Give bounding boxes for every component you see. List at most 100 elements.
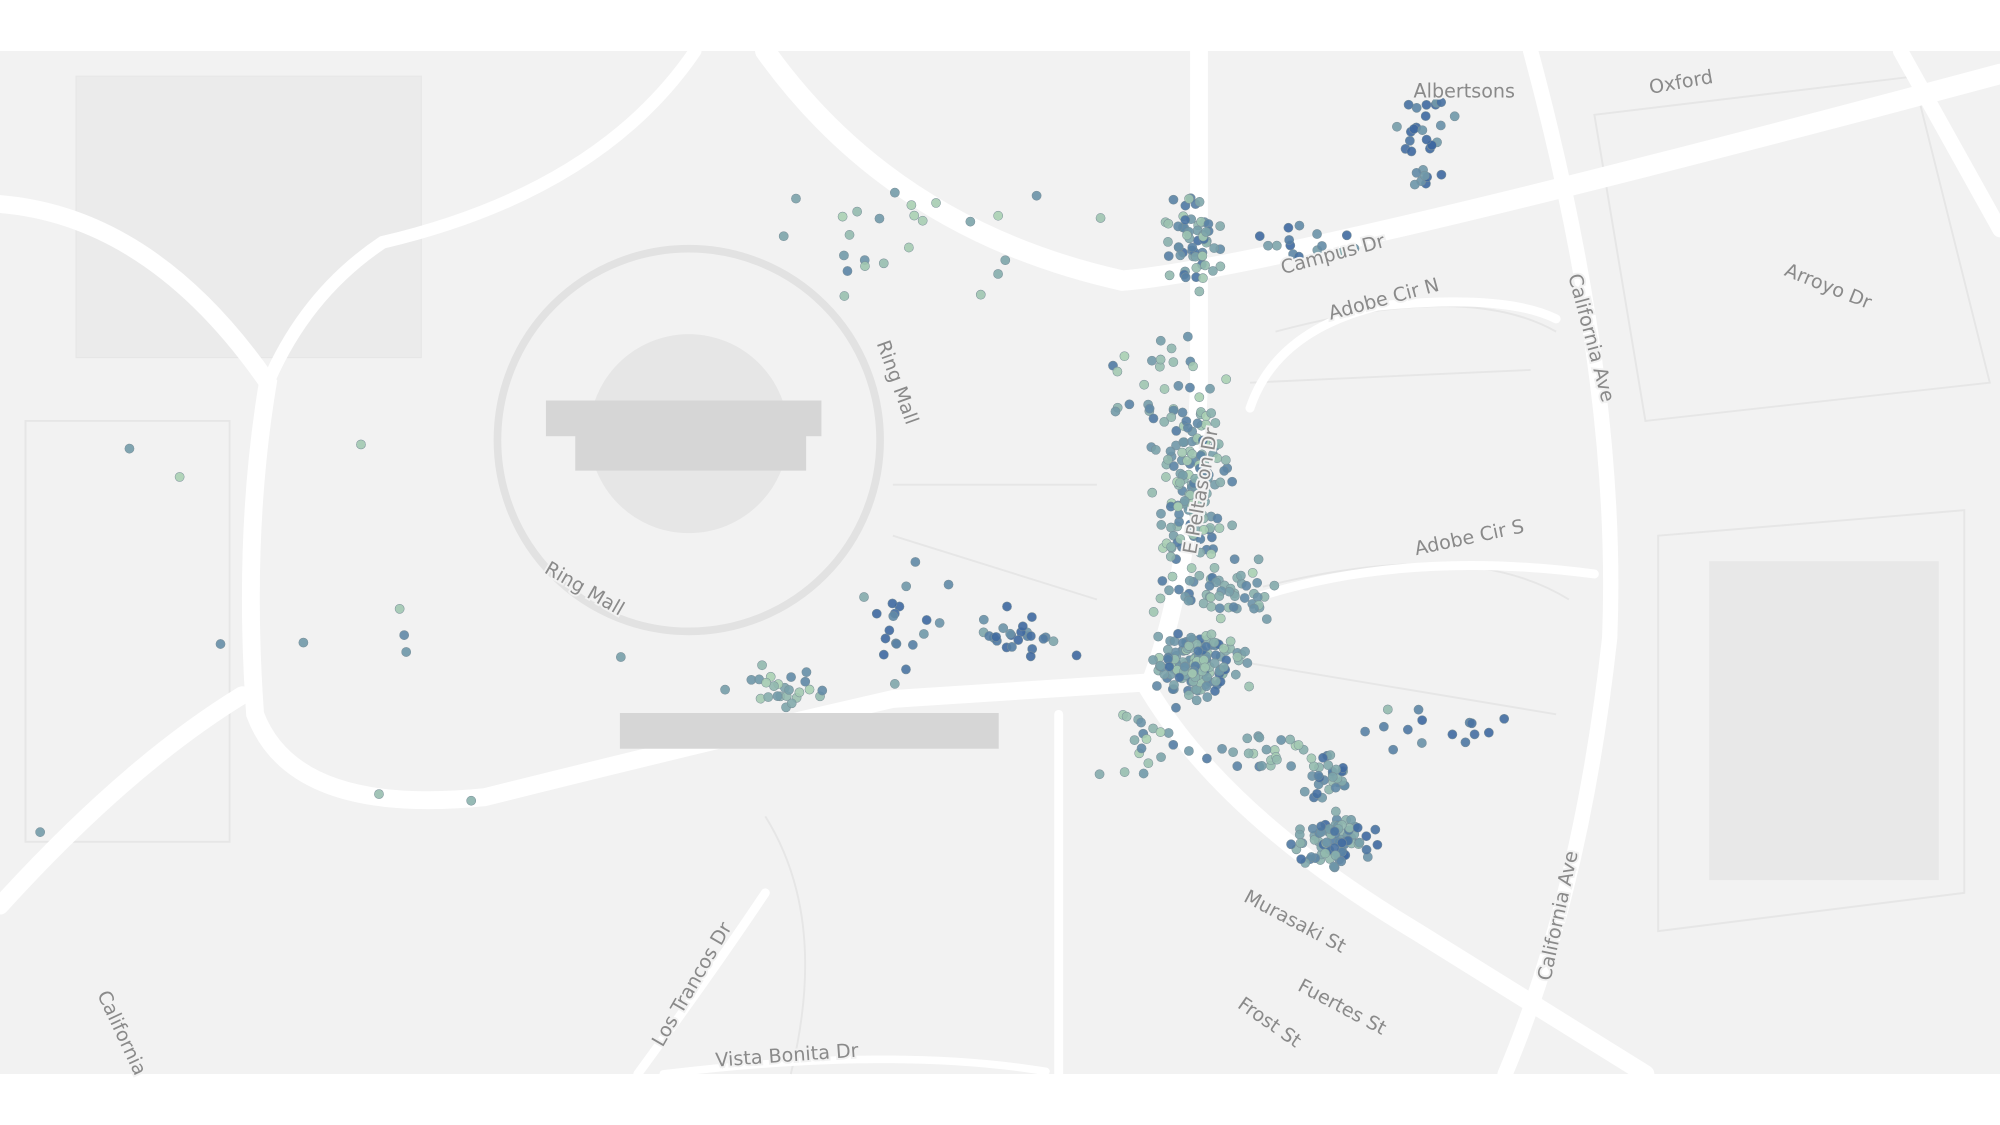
data-point (1210, 418, 1221, 428)
data-point (904, 242, 914, 253)
data-points (35, 97, 1510, 873)
data-point (1321, 837, 1332, 848)
data-point (1406, 146, 1417, 157)
data-point (1174, 672, 1185, 683)
data-point (1202, 692, 1213, 702)
data-point (800, 676, 811, 687)
data-point (1165, 446, 1176, 457)
data-point (874, 213, 885, 224)
data-point (1261, 744, 1272, 755)
data-point (1206, 408, 1217, 418)
data-point (1194, 286, 1205, 297)
data-point (1263, 240, 1273, 251)
data-point (1236, 570, 1246, 581)
data-point (908, 640, 918, 650)
data-point (1195, 547, 1206, 558)
data-point (1168, 194, 1179, 205)
data-point (1269, 580, 1280, 591)
data-point (1147, 355, 1157, 366)
data-point (1296, 854, 1307, 865)
data-point (1227, 520, 1237, 531)
data-point (1198, 491, 1209, 502)
data-point (1186, 563, 1197, 573)
data-point (852, 206, 862, 217)
data-point (1148, 607, 1159, 617)
data-point (1436, 169, 1447, 180)
data-point (1215, 261, 1226, 272)
data-point (1214, 591, 1225, 601)
data-point (889, 679, 900, 689)
data-point (1166, 522, 1176, 533)
data-point (356, 439, 366, 450)
data-point (1420, 111, 1431, 121)
data-point (1405, 135, 1415, 146)
data-point (1372, 839, 1383, 850)
redaction (619, 713, 999, 749)
data-point (1139, 379, 1150, 390)
data-point (1243, 748, 1254, 759)
data-point (1201, 641, 1212, 652)
data-point (1168, 739, 1179, 750)
data-point (1031, 190, 1042, 201)
data-point (1173, 501, 1183, 512)
data-point (1346, 815, 1357, 825)
data-point (1341, 230, 1352, 241)
data-point (1294, 251, 1304, 262)
data-point (1254, 732, 1265, 743)
data-point (1249, 603, 1259, 614)
data-point (1201, 227, 1211, 237)
data-point (1166, 542, 1176, 552)
data-point (298, 637, 309, 648)
data-point (1214, 523, 1225, 534)
data-point (1330, 806, 1341, 817)
data-point (859, 592, 869, 602)
data-point (1189, 503, 1200, 514)
data-point (1320, 848, 1330, 859)
data-point (890, 187, 900, 198)
data-point (1382, 704, 1393, 715)
data-point (1449, 111, 1460, 122)
data-point (1388, 744, 1399, 755)
data-point (1417, 738, 1427, 748)
data-point (1208, 266, 1218, 276)
ring-mall (493, 244, 884, 636)
data-point (1166, 343, 1177, 354)
data-point (1271, 240, 1282, 251)
data-point (1180, 215, 1191, 225)
data-point (801, 667, 812, 677)
data-point (1205, 383, 1215, 394)
data-point (1173, 381, 1184, 391)
data-point (965, 216, 976, 227)
data-point (1184, 640, 1194, 651)
data-point (1215, 477, 1226, 488)
minor-streets (24, 75, 1991, 1075)
data-point (1211, 676, 1221, 687)
data-point (1232, 652, 1243, 662)
data-point (1157, 576, 1168, 586)
data-point (1182, 422, 1193, 433)
data-point (1294, 829, 1305, 840)
data-point (1417, 125, 1428, 136)
data-point (1184, 193, 1194, 204)
data-point (1194, 392, 1205, 403)
data-point (1007, 642, 1017, 652)
building (1709, 561, 1939, 881)
data-point (1411, 167, 1422, 178)
data-point (1306, 753, 1317, 764)
data-point (1013, 635, 1024, 645)
data-point (1182, 455, 1193, 466)
data-point (1200, 260, 1210, 271)
data-point (1209, 563, 1220, 573)
data-point (1156, 752, 1166, 763)
data-point (1143, 758, 1154, 769)
data-point (1005, 628, 1016, 639)
data-point (1435, 120, 1446, 131)
data-point (763, 692, 774, 702)
data-point (844, 230, 855, 240)
data-point (1272, 754, 1282, 765)
data-point (1197, 435, 1208, 446)
data-point (1198, 273, 1208, 283)
data-point (1286, 761, 1296, 771)
data-point (1214, 603, 1225, 614)
